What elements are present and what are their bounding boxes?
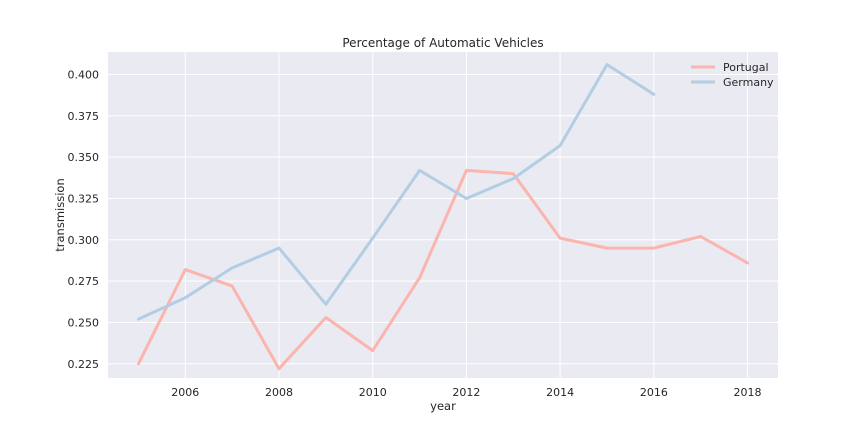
plot-background bbox=[108, 52, 778, 378]
y-tick-label: 0.250 bbox=[68, 316, 100, 329]
y-tick-label: 0.275 bbox=[68, 275, 100, 288]
legend: Portugal Germany bbox=[691, 61, 774, 89]
x-tick-label: 2010 bbox=[359, 386, 387, 399]
grid-lines bbox=[108, 52, 778, 378]
series-line-portugal bbox=[137, 168, 749, 371]
x-axis-ticks: 2006 2008 2010 2012 2014 2016 2018 bbox=[171, 386, 761, 399]
x-tick-label: 2008 bbox=[265, 386, 293, 399]
x-tick-label: 2006 bbox=[171, 386, 199, 399]
x-tick-label: 2012 bbox=[452, 386, 480, 399]
legend-label: Portugal bbox=[723, 61, 769, 74]
y-tick-label: 0.325 bbox=[68, 192, 100, 205]
y-tick-label: 0.225 bbox=[68, 358, 100, 371]
y-axis-label: transmission bbox=[53, 178, 67, 251]
x-tick-label: 2014 bbox=[546, 386, 574, 399]
legend-label: Germany bbox=[723, 76, 774, 89]
y-tick-label: 0.350 bbox=[68, 151, 100, 164]
series-lines bbox=[137, 63, 749, 371]
y-tick-label: 0.400 bbox=[68, 68, 100, 81]
x-axis-label: year bbox=[430, 399, 456, 413]
x-tick-label: 2018 bbox=[734, 386, 762, 399]
y-axis-ticks: 0.225 0.250 0.275 0.300 0.325 0.350 0.375 0.400 bbox=[68, 68, 100, 370]
chart-title: Percentage of Automatic Vehicles bbox=[342, 36, 543, 50]
y-tick-label: 0.300 bbox=[68, 234, 100, 247]
series-line-germany bbox=[137, 63, 656, 321]
y-tick-label: 0.375 bbox=[68, 110, 100, 123]
x-tick-label: 2016 bbox=[640, 386, 668, 399]
